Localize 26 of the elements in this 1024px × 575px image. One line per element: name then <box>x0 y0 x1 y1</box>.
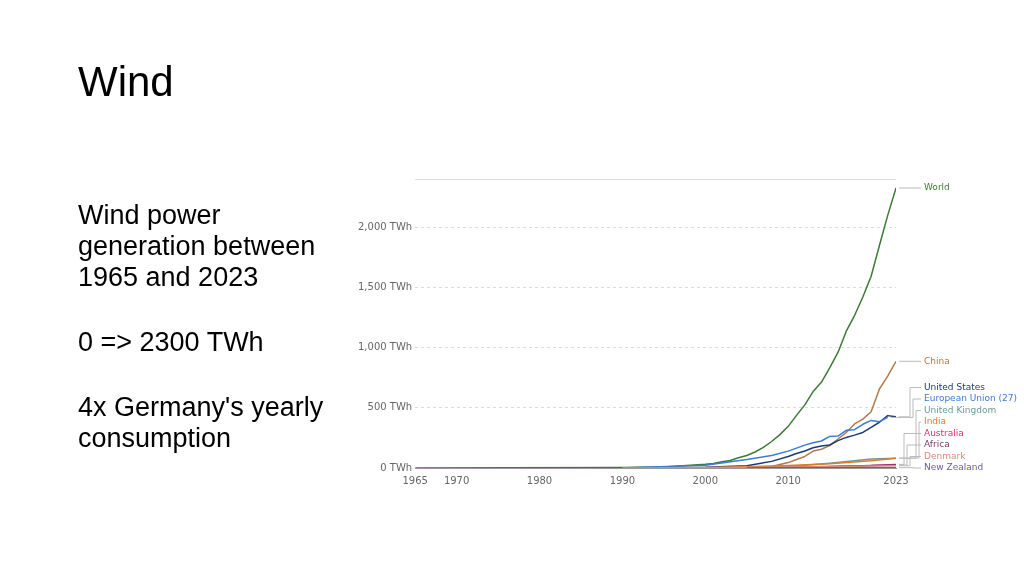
y-tick-label: 500 TWh <box>367 401 413 413</box>
text: World <box>924 182 950 193</box>
x-tick-label: 1990 <box>609 474 636 486</box>
text: European Union (27) <box>924 393 1018 404</box>
text: Africa <box>924 439 950 450</box>
text: 0 => 2300 TWh <box>78 327 265 358</box>
text: New Zealand <box>924 462 984 473</box>
text: Wind power generation between 1965 and 2023 <box>78 200 317 293</box>
x-tick-label: 1980 <box>526 474 553 486</box>
chart-title: Wind <box>78 58 174 106</box>
text: Denmark <box>924 450 967 461</box>
text: United States <box>924 381 986 392</box>
text: Australia <box>924 427 964 438</box>
text: United Kingdom <box>924 404 997 415</box>
text: 4x Germany's yearly consumption <box>78 392 325 454</box>
y-tick-label: 0 TWh <box>380 461 413 473</box>
y-tick-label: 2,000 TWh <box>358 220 413 232</box>
x-tick-label: 2023 <box>883 474 909 486</box>
x-tick-label: 2000 <box>692 474 719 486</box>
x-tick-label: 1965 <box>402 474 428 486</box>
y-tick-label: 1,500 TWh <box>358 280 413 292</box>
x-tick-label: 1970 <box>443 474 470 486</box>
text: China <box>924 355 950 366</box>
text: India <box>924 416 947 427</box>
y-tick-label: 1,000 TWh <box>358 341 413 353</box>
x-tick-label: 2010 <box>775 474 801 486</box>
